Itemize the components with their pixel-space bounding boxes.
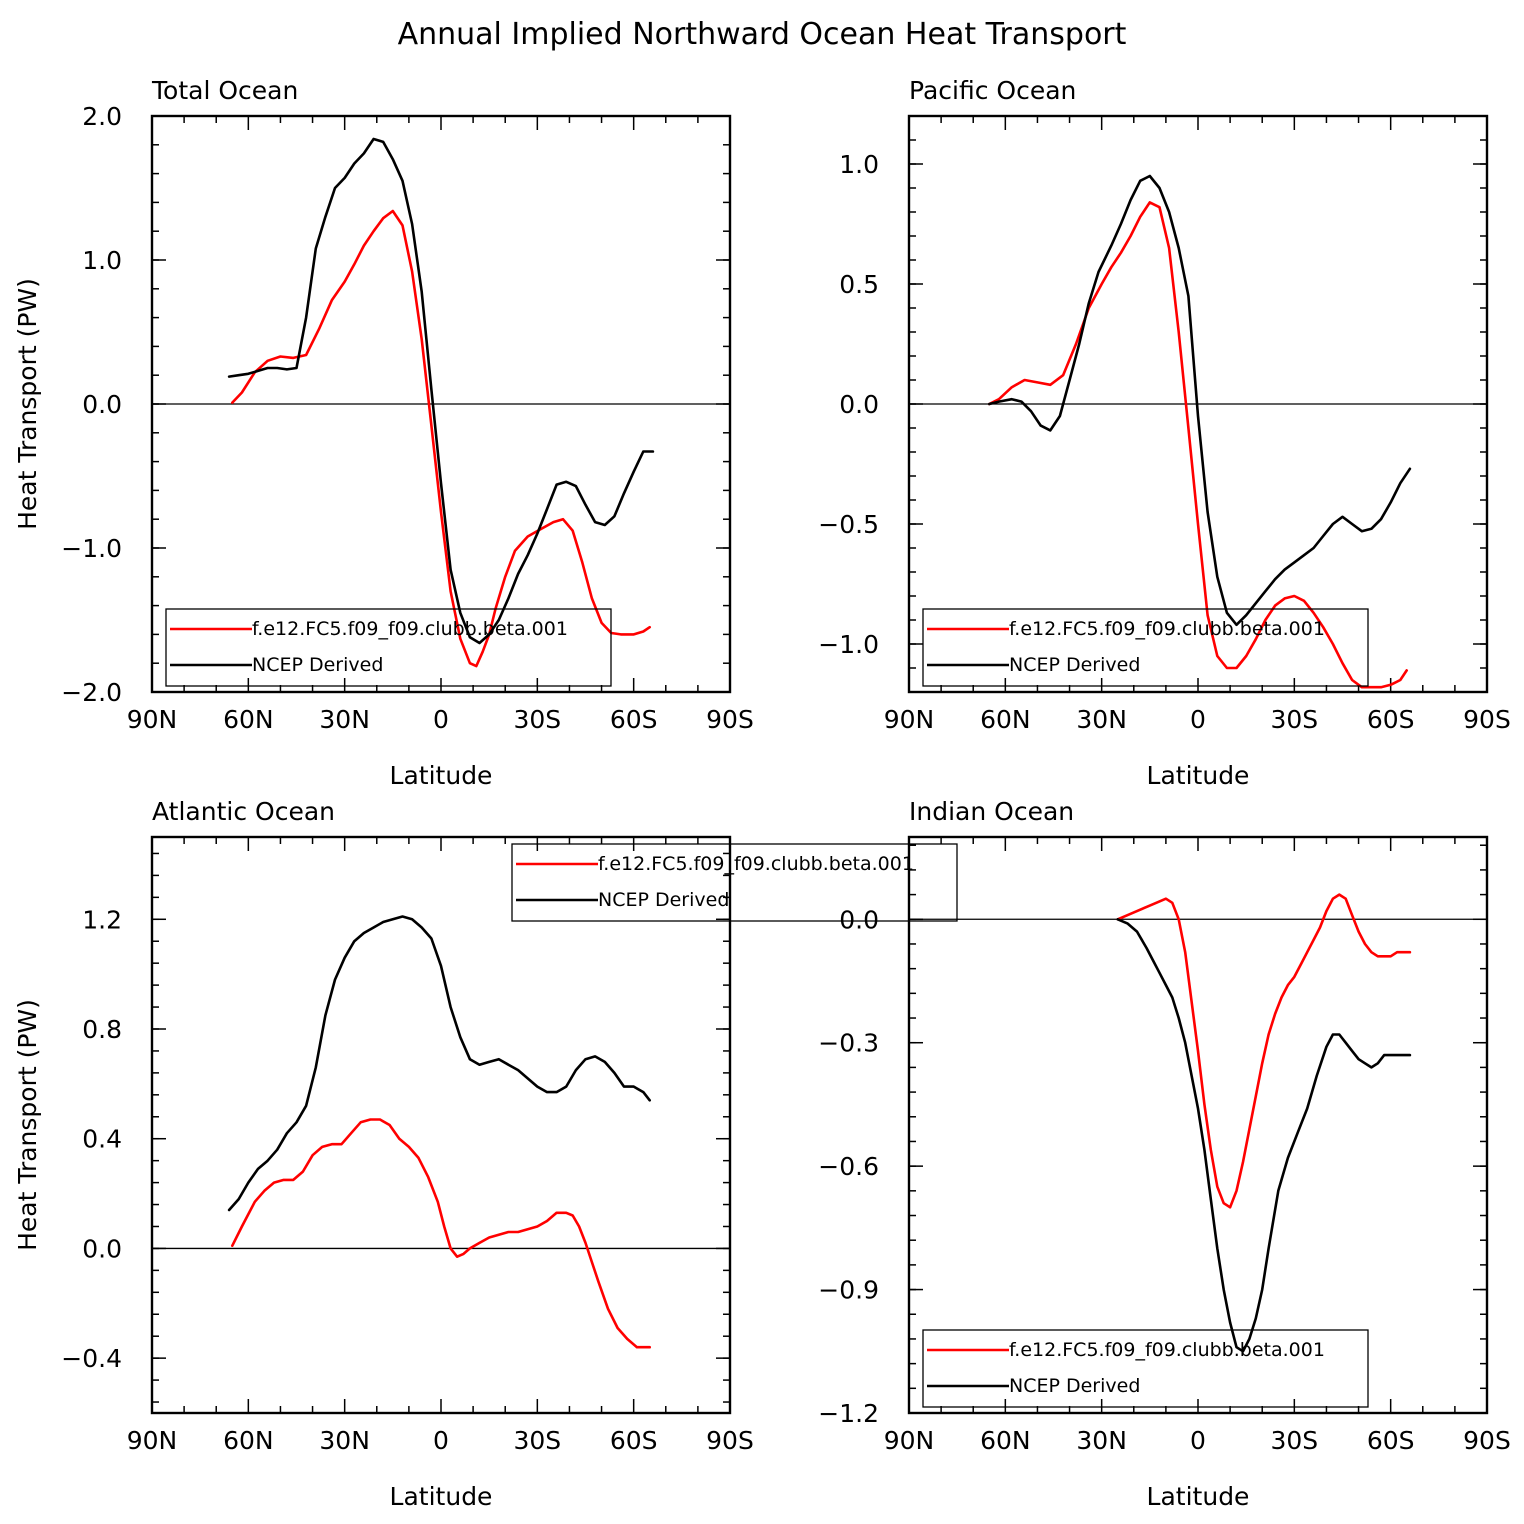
x-tick-label: 90S [706, 1426, 754, 1455]
x-axis-label: Latitude [1147, 1482, 1250, 1511]
series-line-model [231, 1118, 651, 1349]
x-tick-label: 0 [433, 1426, 449, 1455]
x-tick-label: 60N [223, 1426, 274, 1455]
plot-frame [150, 835, 732, 1415]
legend-label: f.e12.FC5.f09_f09.clubb.beta.001 [1009, 1339, 1325, 1361]
legend-box [511, 843, 958, 922]
legend: f.e12.FC5.f09_f09.clubb.beta.001 NCEP Der… [922, 1329, 1369, 1408]
panel-title: Indian Ocean [909, 797, 1074, 826]
x-axis-label: Latitude [1147, 761, 1250, 790]
y-tick-label: −0.9 [818, 1276, 879, 1305]
series-line-ncep [227, 915, 651, 1212]
x-tick-label: 90S [1463, 1426, 1511, 1455]
y-tick-label: 1.2 [82, 905, 122, 934]
legend-label: f.e12.FC5.f09_f09.clubb.beta.001 [1009, 618, 1325, 640]
legend-box [165, 608, 612, 687]
panels-container: 90N 60N 30N 0 30S 60S 90S 2.0 1.0 0.0 −1.0 −2.0 Tota… [13, 76, 1511, 1511]
legend-label: f.e12.FC5.f09_f09.clubb.beta.001 [252, 618, 568, 640]
legend-label: NCEP Derived [598, 889, 729, 911]
x-tick-label: 30S [513, 705, 561, 734]
x-axis-label: Latitude [390, 1482, 493, 1511]
x-tick-label: 30N [319, 705, 370, 734]
plot-frame [907, 835, 1489, 1415]
y-tick-label: 1.0 [839, 150, 879, 179]
y-tick-label: 0.0 [82, 390, 122, 419]
series-line-ncep [988, 174, 1412, 627]
y-tick-label: −0.3 [818, 1029, 879, 1058]
y-tick-label: −0.6 [818, 1152, 879, 1181]
x-tick-label: 90N [127, 705, 178, 734]
x-tick-label: 90N [127, 1426, 178, 1455]
series-line-ncep [227, 137, 655, 645]
legend-label: NCEP Derived [1009, 1375, 1140, 1397]
legend: f.e12.FC5.f09_f09.clubb.beta.001 NCEP Der… [922, 608, 1369, 687]
legend: f.e12.FC5.f09_f09.clubb.beta.001 NCEP Der… [165, 608, 612, 687]
y-tick-label: 2.0 [82, 102, 122, 131]
x-tick-label: 0 [1190, 705, 1206, 734]
y-tick-label: −0.4 [61, 1344, 122, 1373]
series-line-model [231, 209, 651, 668]
chart-panel-1: 90N 60N 30N 0 30S 60S 90S 2.0 1.0 0.0 −1.0 −2.0 Tota… [13, 76, 754, 790]
x-tick-label: 60N [980, 705, 1031, 734]
y-tick-label: 0.4 [82, 1125, 122, 1154]
x-tick-label: 90N [884, 705, 935, 734]
panel-title: Atlantic Ocean [152, 797, 335, 826]
chart-panel-3: 90N 60N 30N 0 30S 60S 90S 1.2 0.8 0.4 0.0 −0.4 Atlan… [13, 797, 958, 1511]
x-tick-label: 30S [1270, 1426, 1318, 1455]
legend: f.e12.FC5.f09_f09.clubb.beta.001 NCEP Der… [511, 843, 958, 922]
y-tick-label: 0.0 [839, 905, 879, 934]
y-tick-label: 1.0 [82, 246, 122, 275]
y-tick-label: −2.0 [61, 678, 122, 707]
x-tick-label: 30S [513, 1426, 561, 1455]
series-line-ncep [1116, 918, 1412, 1353]
x-tick-label: 90N [884, 1426, 935, 1455]
legend-label: NCEP Derived [252, 654, 383, 676]
x-tick-label: 60N [223, 705, 274, 734]
y-tick-label: 0.8 [82, 1015, 122, 1044]
x-tick-label: 90S [706, 705, 754, 734]
y-tick-label: 0.0 [82, 1234, 122, 1263]
x-tick-label: 60S [610, 1426, 658, 1455]
x-tick-label: 0 [433, 705, 449, 734]
chart-panel-2: 90N 60N 30N 0 30S 60S 90S 1.0 0.5 0.0 −0.5 −1.0 Paci… [818, 76, 1511, 790]
panel-title: Total Ocean [151, 76, 298, 105]
y-tick-label: −0.5 [818, 510, 879, 539]
x-tick-label: 60N [980, 1426, 1031, 1455]
y-tick-label: −1.0 [818, 630, 879, 659]
x-tick-label: 60S [1367, 705, 1415, 734]
x-tick-label: 30S [1270, 705, 1318, 734]
x-axis-label: Latitude [390, 761, 493, 790]
x-tick-label: 30N [1076, 1426, 1127, 1455]
y-tick-label: 0.5 [839, 270, 879, 299]
y-tick-label: 0.0 [839, 390, 879, 419]
y-axis-label: Heat Transport (PW) [13, 999, 42, 1251]
y-axis-label: Heat Transport (PW) [13, 278, 42, 530]
y-tick-label: −1.0 [61, 534, 122, 563]
legend-box [922, 608, 1369, 687]
legend-label: f.e12.FC5.f09_f09.clubb.beta.001 [598, 853, 914, 875]
legend-box [922, 1329, 1369, 1408]
series-line-model [1116, 893, 1412, 1209]
x-tick-label: 90S [1463, 705, 1511, 734]
x-tick-label: 60S [610, 705, 658, 734]
series-line-model [988, 201, 1408, 689]
legend-label: NCEP Derived [1009, 654, 1140, 676]
y-tick-label: −1.2 [818, 1399, 879, 1428]
x-tick-label: 0 [1190, 1426, 1206, 1455]
x-tick-label: 60S [1367, 1426, 1415, 1455]
x-tick-label: 30N [319, 1426, 370, 1455]
panel-title: Pacific Ocean [909, 76, 1076, 105]
figure-title: Annual Implied Northward Ocean Heat Tran… [398, 17, 1127, 52]
chart-panel-4: 90N 60N 30N 0 30S 60S 90S 0.0 −0.3 −0.6 −0.9 −1.2 In… [818, 797, 1511, 1511]
x-tick-label: 30N [1076, 705, 1127, 734]
